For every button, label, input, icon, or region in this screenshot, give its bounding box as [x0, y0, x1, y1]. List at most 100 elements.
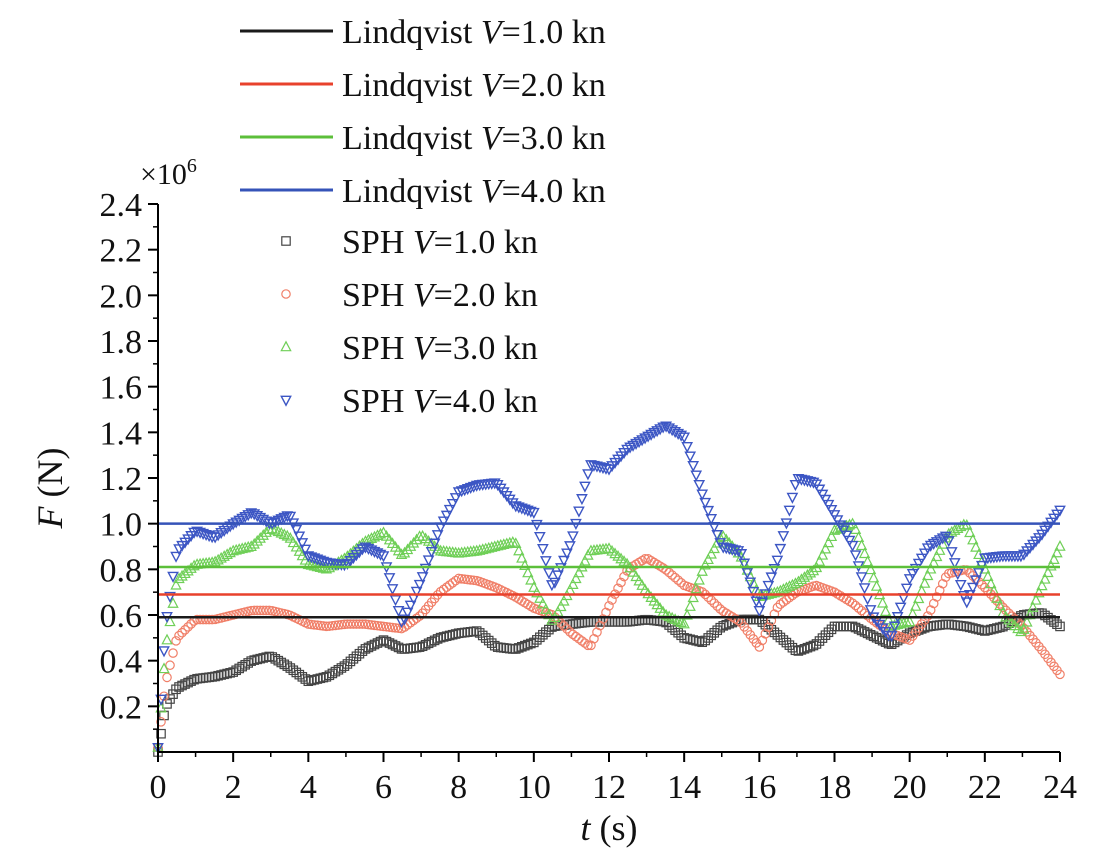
sph-point: [777, 531, 790, 543]
sph-point: [296, 538, 309, 550]
sph-point: [693, 573, 705, 585]
sph-point: [392, 606, 405, 618]
y-multiplier: ×106: [140, 155, 197, 191]
sph-point: [537, 597, 549, 609]
sph-point: [1015, 625, 1027, 637]
sph-point: [721, 619, 732, 630]
sph-point: [1045, 559, 1057, 571]
sph-point: [1018, 623, 1030, 634]
sph-point: [369, 620, 380, 631]
sph-point: [696, 565, 708, 576]
sph-point: [573, 506, 585, 518]
sph-point: [691, 635, 701, 646]
sph-point: [308, 559, 321, 571]
sph-point: [971, 623, 981, 634]
sph-point: [582, 469, 594, 481]
sph-point: [573, 566, 585, 578]
sph-point: [384, 622, 395, 632]
sph-point: [546, 613, 558, 625]
sph-point: [862, 610, 873, 621]
sph-point: [922, 569, 934, 581]
sph-point: [661, 565, 671, 575]
sph-point: [711, 530, 724, 542]
sph-point: [986, 624, 996, 635]
sph-point: [825, 530, 838, 542]
sph-point: [1039, 572, 1051, 584]
sph-point: [269, 523, 281, 535]
sph-point: [709, 628, 720, 638]
sph-point: [302, 558, 315, 570]
sph-point: [697, 587, 708, 597]
sph-point: [904, 628, 915, 639]
x-tick-label: 6: [375, 769, 392, 806]
sph-point: [251, 534, 263, 546]
x-axis-title: t (s): [580, 808, 637, 848]
sph-point: [348, 619, 359, 629]
sph-point: [455, 486, 468, 498]
sph-point: [769, 627, 780, 638]
sph-point: [345, 619, 356, 629]
sph-point: [747, 587, 760, 599]
sph-point: [732, 546, 745, 558]
sph-point: [306, 675, 317, 686]
sph-point: [1033, 586, 1045, 598]
legend-item-8: SPH V=4.0 kn: [280, 383, 538, 420]
sph-point: [527, 507, 540, 519]
sph-point: [873, 619, 886, 631]
sph-point: [832, 621, 843, 632]
sph-series-5: [153, 608, 1065, 757]
y-tick-label: 2.0: [100, 278, 143, 315]
x-tick-label: 2: [225, 769, 242, 806]
sph-point: [245, 540, 257, 551]
sph-point: [369, 639, 380, 650]
sph-point: [453, 573, 464, 584]
sph-point: [306, 619, 317, 630]
sph-point: [915, 553, 928, 565]
sph-point: [610, 617, 620, 627]
sph-point: [278, 528, 290, 540]
sph-point: [174, 630, 184, 641]
legend-item-3: Lindqvist V=3.0 kn: [240, 120, 606, 157]
sph-point: [868, 631, 879, 642]
sph-point: [188, 527, 200, 539]
legend: Lindqvist V=1.0 kn Lindqvist V=2.0 kn Lind…: [240, 14, 606, 420]
sph-point: [607, 617, 617, 627]
sph-point: [894, 602, 907, 614]
sph-point: [705, 513, 718, 526]
sph-point: [290, 524, 303, 537]
sph-point: [995, 622, 1005, 633]
sph-point: [954, 580, 967, 592]
sph-point: [425, 546, 438, 559]
sph-point: [357, 619, 368, 629]
x-tick-label: 12: [592, 769, 626, 806]
sph-point: [523, 639, 533, 650]
sph-point: [807, 477, 820, 489]
sph-point: [640, 554, 650, 564]
x-tick-label: 4: [300, 769, 317, 806]
legend-marker-swatch: [281, 236, 291, 246]
sph-point: [161, 633, 173, 645]
y-tick-label: 1.0: [100, 507, 143, 544]
sph-point: [162, 672, 172, 683]
sph-point: [684, 451, 697, 463]
sph-point: [192, 614, 202, 625]
sph-point: [255, 653, 266, 664]
sph-point: [552, 605, 564, 617]
sph-point: [183, 677, 193, 688]
sph-point: [564, 541, 576, 553]
sph-point: [534, 592, 546, 603]
sph-point: [802, 642, 813, 653]
legend-marker-swatch: [281, 289, 291, 299]
sph-point: [345, 656, 356, 667]
sph-point: [579, 554, 591, 566]
sph-point: [543, 608, 555, 620]
sph-point: [458, 485, 471, 497]
sph-point: [906, 568, 919, 581]
sph-point: [589, 617, 599, 627]
sph-point: [972, 568, 985, 580]
sph-point: [524, 506, 537, 518]
sph-point: [781, 637, 792, 648]
sph-point: [912, 558, 925, 570]
sph-point: [853, 603, 864, 613]
sph-point: [299, 544, 312, 556]
